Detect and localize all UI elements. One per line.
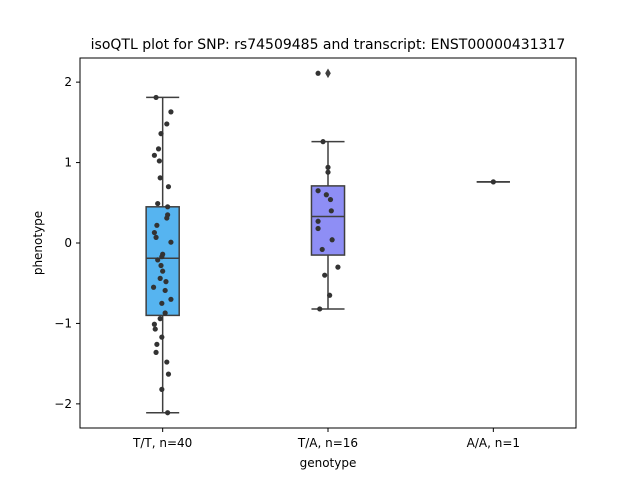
data-point — [157, 316, 163, 322]
data-point — [155, 146, 162, 152]
data-point — [153, 349, 159, 355]
data-point — [154, 222, 160, 228]
y-tick-label: 2 — [64, 75, 72, 89]
data-point — [327, 196, 334, 203]
data-point — [335, 264, 341, 270]
data-point — [165, 410, 171, 416]
data-point — [328, 208, 334, 214]
y-tick-label: 1 — [64, 156, 72, 170]
chart-title: isoQTL plot for SNP: rs74509485 and tran… — [91, 37, 566, 53]
y-axis-label: phenotype — [31, 211, 45, 275]
data-point — [327, 292, 333, 298]
data-point — [490, 179, 496, 185]
data-point — [157, 275, 163, 281]
data-point — [160, 268, 166, 274]
data-point — [320, 139, 326, 145]
data-point — [152, 326, 158, 332]
data-point — [151, 321, 157, 327]
data-point — [317, 306, 323, 312]
boxes-layer — [145, 68, 510, 414]
data-point — [315, 188, 321, 194]
data-point — [325, 169, 331, 175]
data-point — [159, 300, 165, 306]
data-point — [158, 131, 164, 137]
data-point — [155, 257, 161, 263]
data-point — [164, 359, 170, 365]
data-point — [159, 334, 165, 340]
y-tick-label: 0 — [64, 236, 72, 250]
x-tick-label: T/T, n=40 — [132, 436, 192, 450]
data-point — [319, 246, 325, 253]
data-point — [165, 204, 171, 210]
data-point — [164, 215, 170, 221]
data-point — [168, 296, 174, 302]
x-tick-label: T/A, n=16 — [297, 436, 358, 450]
data-point — [315, 225, 321, 232]
data-point — [168, 239, 174, 245]
outlier-marker — [325, 68, 331, 79]
data-point — [158, 262, 164, 269]
points-layer — [150, 70, 496, 416]
y-axis: −2 −1 0 1 2 — [54, 75, 80, 411]
y-tick-label: −2 — [54, 397, 72, 411]
data-point — [151, 152, 157, 158]
data-point — [153, 234, 159, 240]
data-point — [153, 94, 159, 101]
data-point — [322, 272, 328, 278]
box-group — [145, 96, 180, 414]
x-axis-label: genotype — [300, 456, 357, 470]
data-point — [154, 341, 160, 347]
data-point — [168, 109, 174, 115]
data-point — [157, 175, 163, 181]
data-point — [162, 287, 168, 294]
data-point — [151, 229, 157, 236]
x-tick-label: A/A, n=1 — [467, 436, 520, 450]
data-point — [159, 386, 165, 392]
data-point — [150, 284, 157, 290]
data-point — [315, 70, 321, 76]
data-point — [165, 371, 172, 377]
data-point — [323, 192, 329, 198]
data-point — [165, 184, 172, 190]
data-point — [163, 279, 169, 285]
data-point — [156, 158, 162, 164]
data-point — [164, 121, 170, 127]
data-point — [325, 164, 331, 170]
data-point — [159, 254, 165, 260]
y-tick-label: −1 — [54, 316, 72, 330]
box-body — [145, 206, 180, 317]
data-point — [155, 200, 161, 207]
data-point — [162, 310, 168, 316]
data-point — [315, 218, 321, 224]
data-point — [329, 237, 335, 243]
x-axis: T/T, n=40 T/A, n=16 A/A, n=1 — [132, 428, 520, 450]
